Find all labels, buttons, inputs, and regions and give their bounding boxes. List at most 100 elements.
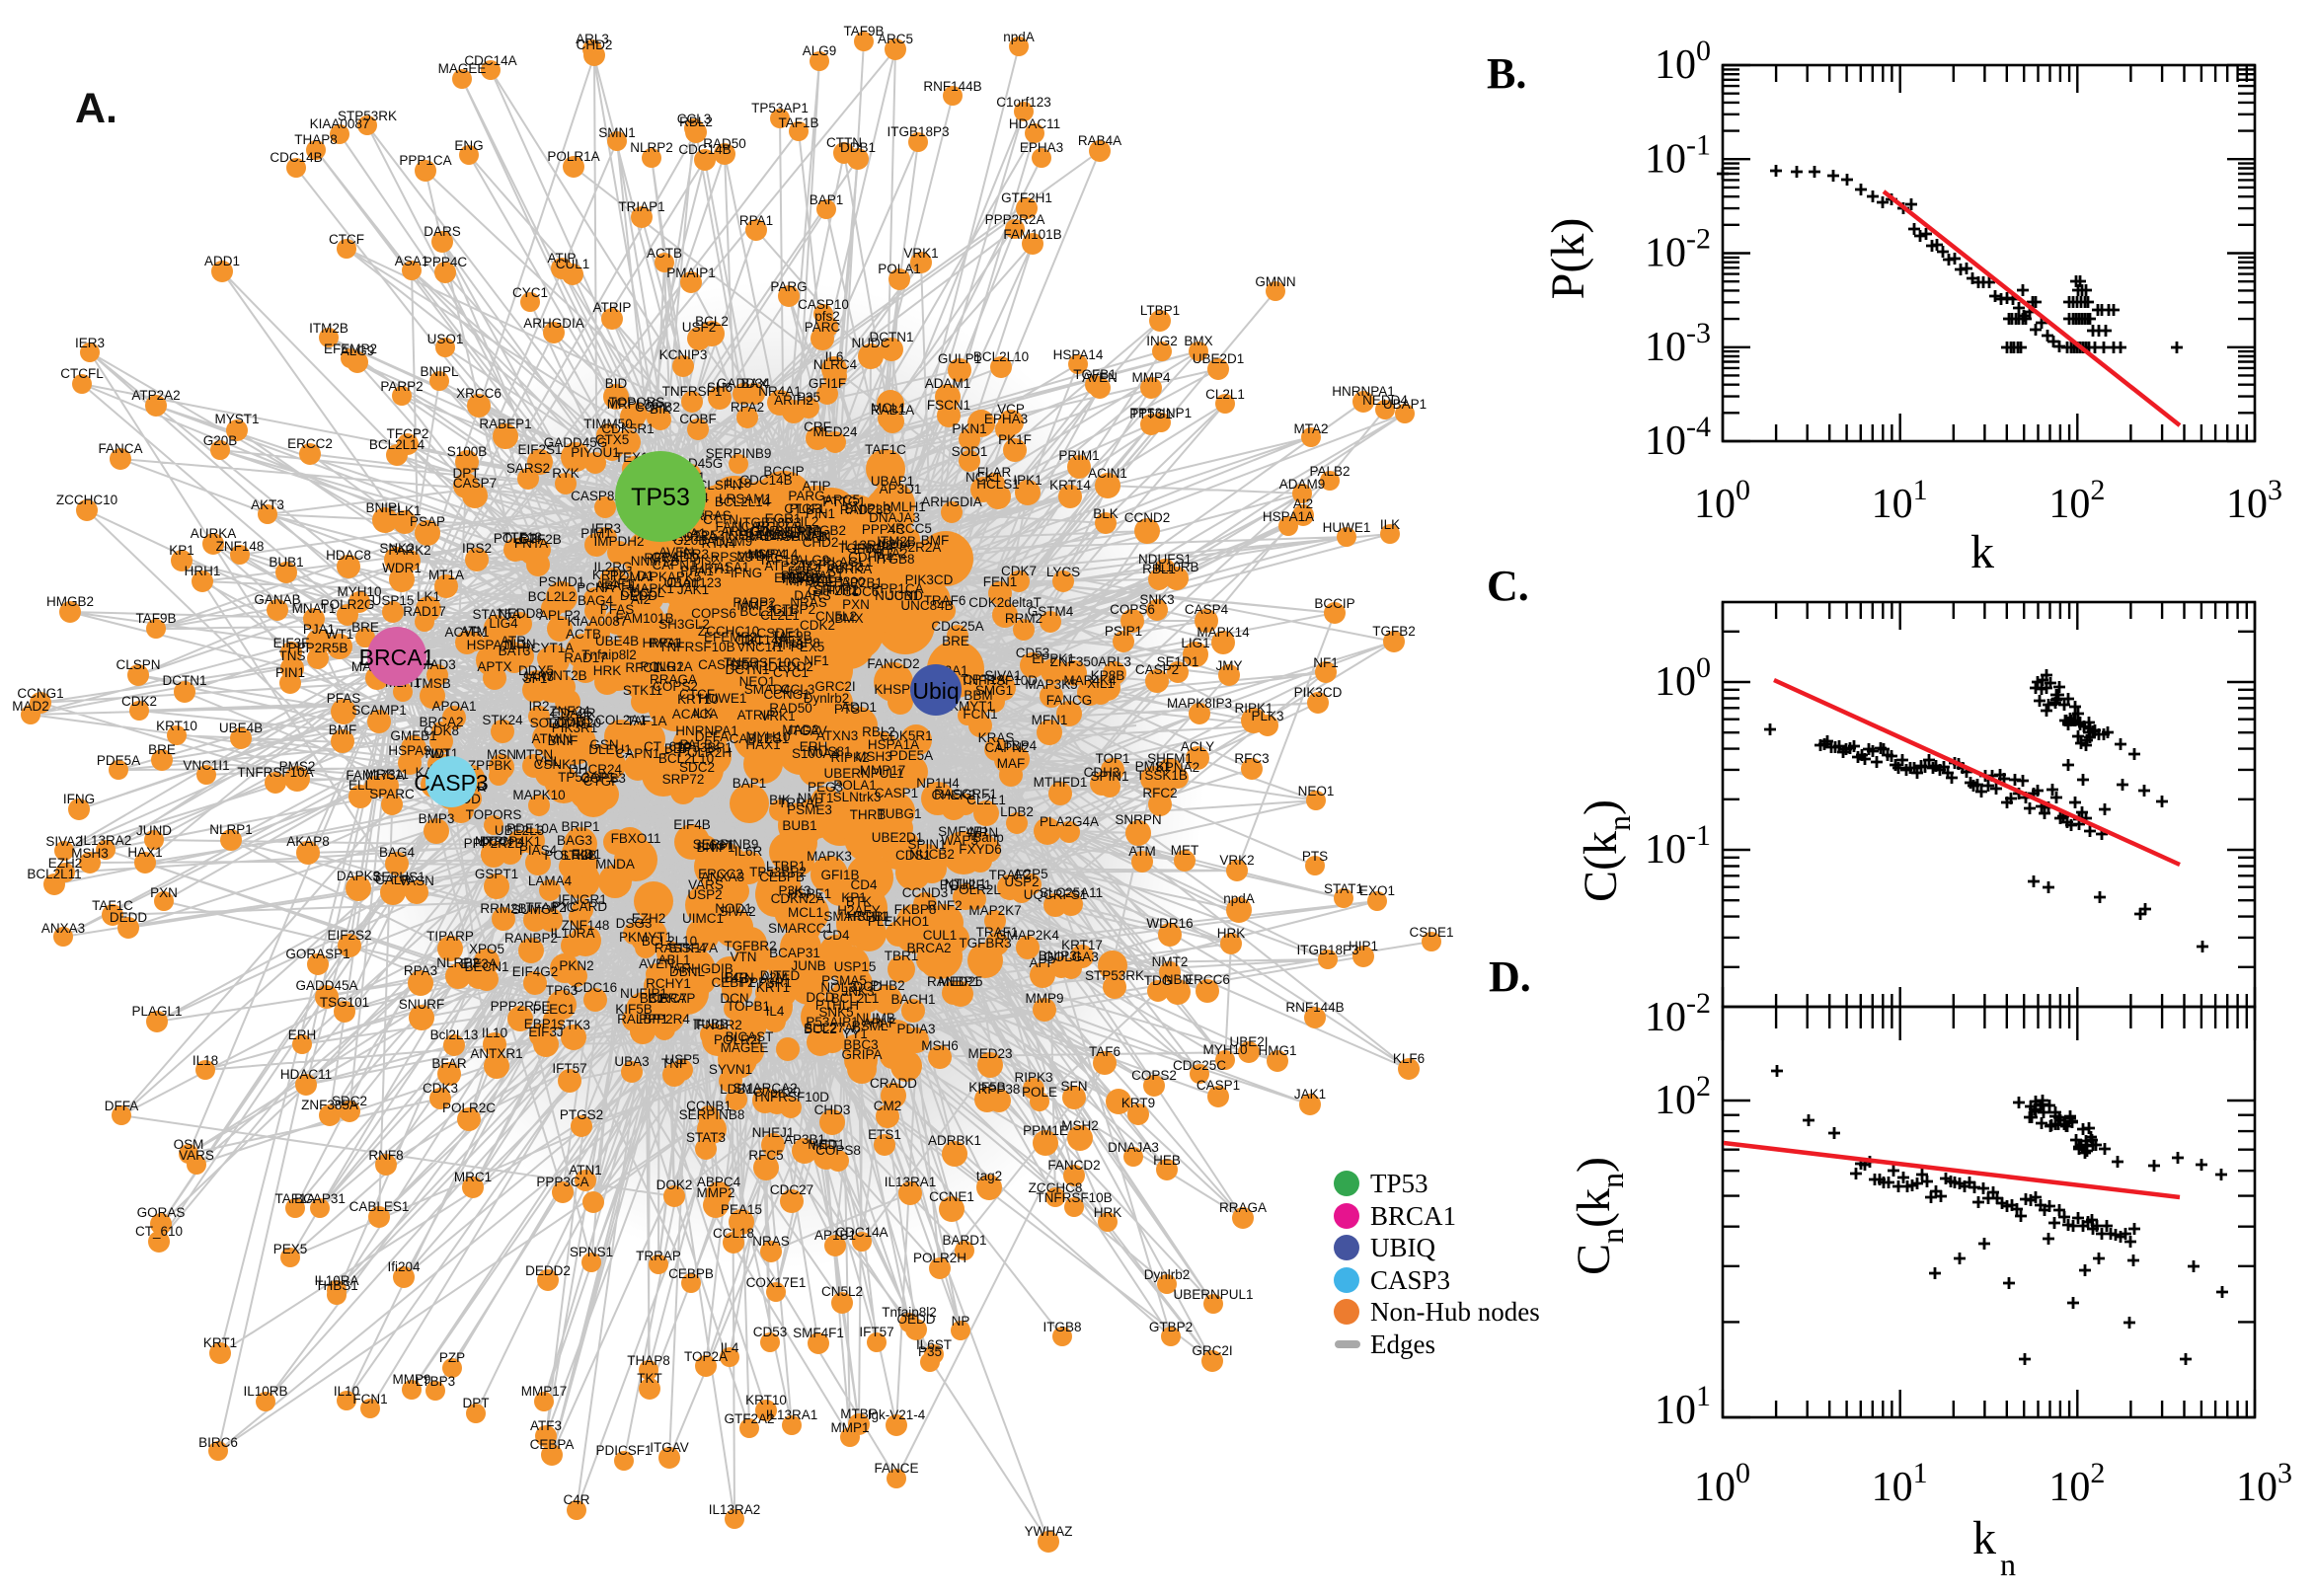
svg-text:IL10: IL10: [482, 1026, 507, 1040]
svg-text:SOD1: SOD1: [952, 444, 988, 459]
svg-text:PPP3R1: PPP3R1: [740, 975, 792, 990]
svg-text:TGFB2: TGFB2: [1372, 624, 1416, 639]
svg-text:ATF3: ATF3: [772, 638, 804, 652]
svg-text:TAF1C: TAF1C: [865, 442, 906, 457]
svg-text:IFNGR2: IFNGR2: [693, 1018, 742, 1032]
svg-text:C1orf123: C1orf123: [996, 95, 1051, 110]
svg-text:TRAF6: TRAF6: [924, 593, 966, 608]
svg-text:MAP3K5: MAP3K5: [1025, 677, 1077, 692]
svg-text:HDAC11: HDAC11: [782, 571, 833, 586]
svg-text:UBE2L3: UBE2L3: [495, 823, 544, 838]
svg-text:ETS1: ETS1: [868, 1127, 901, 1142]
svg-text:CALR: CALR: [375, 873, 411, 887]
svg-text:POLR2L: POLR2L: [950, 882, 1001, 897]
svg-text:KRAS: KRAS: [978, 730, 1015, 745]
svg-text:WT1: WT1: [326, 627, 354, 642]
svg-text:APLP2: APLP2: [539, 608, 580, 623]
svg-text:PTTG1: PTTG1: [1129, 407, 1173, 421]
svg-text:EPPK1: EPPK1: [1032, 651, 1075, 666]
svg-text:IPK1: IPK1: [1013, 473, 1042, 488]
svg-text:CD4: CD4: [850, 877, 877, 892]
svg-text:AP3D1: AP3D1: [880, 482, 922, 496]
svg-text:SMG1: SMG1: [975, 683, 1013, 698]
svg-text:BCL2L2: BCL2L2: [528, 589, 577, 604]
svg-text:CDC25A: CDC25A: [931, 619, 983, 634]
svg-text:RANBP2: RANBP2: [504, 931, 558, 946]
svg-text:PBK: PBK: [485, 758, 511, 773]
svg-text:STK17A: STK17A: [668, 941, 718, 955]
svg-text:BRAP: BRAP: [659, 991, 696, 1006]
svg-text:SCAMP1: SCAMP1: [351, 703, 407, 718]
svg-text:PPM1E: PPM1E: [1023, 1123, 1068, 1138]
svg-text:Ubiq: Ubiq: [912, 678, 959, 704]
svg-text:MTBP: MTBP: [736, 549, 774, 564]
svg-text:POLR1A: POLR1A: [547, 149, 599, 164]
svg-text:DFFA: DFFA: [695, 729, 730, 744]
svg-text:UBAP1: UBAP1: [871, 474, 914, 489]
svg-text:EIF3F: EIF3F: [273, 636, 310, 650]
svg-text:WAP5: WAP5: [941, 833, 978, 848]
svg-text:NP1H4: NP1H4: [916, 776, 960, 791]
svg-text:ZCCHC10: ZCCHC10: [56, 493, 117, 507]
svg-text:BUB1: BUB1: [782, 818, 816, 833]
svg-text:SNK2: SNK2: [379, 541, 414, 556]
svg-text:TAF6: TAF6: [1089, 1044, 1120, 1059]
svg-text:GORASP1: GORASP1: [285, 947, 349, 961]
svg-text:GANAB: GANAB: [254, 592, 300, 607]
svg-text:HRK: HRK: [1094, 1205, 1122, 1220]
svg-text:RASGRF1: RASGRF1: [934, 787, 997, 801]
svg-text:BNIPL: BNIPL: [844, 501, 884, 516]
svg-text:RFC5: RFC5: [748, 1148, 783, 1163]
svg-text:CASP1: CASP1: [875, 786, 918, 800]
svg-text:IL4: IL4: [721, 1340, 739, 1355]
svg-text:TRRAP: TRRAP: [778, 796, 823, 810]
svg-text:PARK2: PARK2: [388, 543, 430, 558]
svg-text:PLAGL1: PLAGL1: [822, 555, 873, 570]
svg-text:FANCD2: FANCD2: [867, 656, 919, 671]
svg-text:DLEU1: DLEU1: [588, 742, 632, 757]
svg-text:Ifi204: Ifi204: [878, 537, 911, 552]
svg-text:PTS: PTS: [1302, 849, 1328, 864]
svg-text:MAPK14: MAPK14: [1197, 625, 1250, 640]
svg-text:MTPN: MTPN: [475, 834, 512, 849]
svg-text:NTHL1: NTHL1: [945, 876, 987, 891]
svg-text:P35: P35: [797, 390, 820, 405]
svg-text:CCNG1: CCNG1: [763, 687, 810, 702]
svg-text:GTBP2: GTBP2: [1149, 1320, 1193, 1334]
svg-text:COPB2: COPB2: [635, 400, 680, 415]
svg-text:TAF1B: TAF1B: [778, 115, 818, 130]
svg-text:MYH10: MYH10: [1202, 1042, 1247, 1057]
svg-text:BCL2L1: BCL2L1: [831, 991, 880, 1006]
svg-text:BACH1: BACH1: [890, 992, 935, 1007]
svg-text:pfs2: pfs2: [814, 309, 840, 324]
svg-text:IL6ST: IL6ST: [916, 1337, 952, 1352]
svg-text:PPP4C: PPP4C: [424, 255, 468, 269]
svg-text:BBM: BBM: [964, 688, 992, 703]
svg-text:ATXN3: ATXN3: [816, 728, 859, 743]
svg-text:CDC14A: CDC14A: [464, 53, 516, 68]
svg-text:RAD17: RAD17: [403, 604, 446, 619]
svg-text:RPS29: RPS29: [711, 550, 753, 565]
svg-text:BNIPL: BNIPL: [420, 364, 459, 379]
svg-text:CM2: CM2: [874, 1099, 902, 1113]
svg-text:BCL2L14: BCL2L14: [369, 437, 425, 452]
svg-text:PPP2R2A: PPP2R2A: [882, 540, 942, 555]
svg-text:GADD45A: GADD45A: [295, 978, 357, 993]
svg-text:DCCP4K1: DCCP4K1: [480, 834, 541, 849]
svg-text:CT_610: CT_610: [135, 1224, 183, 1239]
svg-text:SH6: SH6: [707, 380, 733, 395]
svg-text:ITM2B: ITM2B: [309, 321, 348, 336]
svg-text:TGFB1: TGFB1: [838, 541, 882, 556]
svg-text:NDUFS1: NDUFS1: [1138, 552, 1192, 567]
svg-text:THAP8: THAP8: [777, 636, 820, 650]
svg-text:CD53: CD53: [753, 1325, 788, 1339]
svg-text:TP53AP1: TP53AP1: [558, 770, 615, 785]
svg-text:ASA1: ASA1: [395, 254, 429, 268]
svg-text:NR4A1: NR4A1: [758, 384, 802, 399]
svg-text:PN2: PN2: [781, 569, 807, 583]
svg-text:DFFA: DFFA: [105, 1099, 139, 1113]
svg-text:UBA3: UBA3: [614, 1054, 649, 1069]
svg-text:MAPK1: MAPK1: [629, 581, 674, 596]
svg-text:KRT1: KRT1: [756, 980, 790, 995]
svg-text:ADD1: ADD1: [204, 254, 240, 268]
